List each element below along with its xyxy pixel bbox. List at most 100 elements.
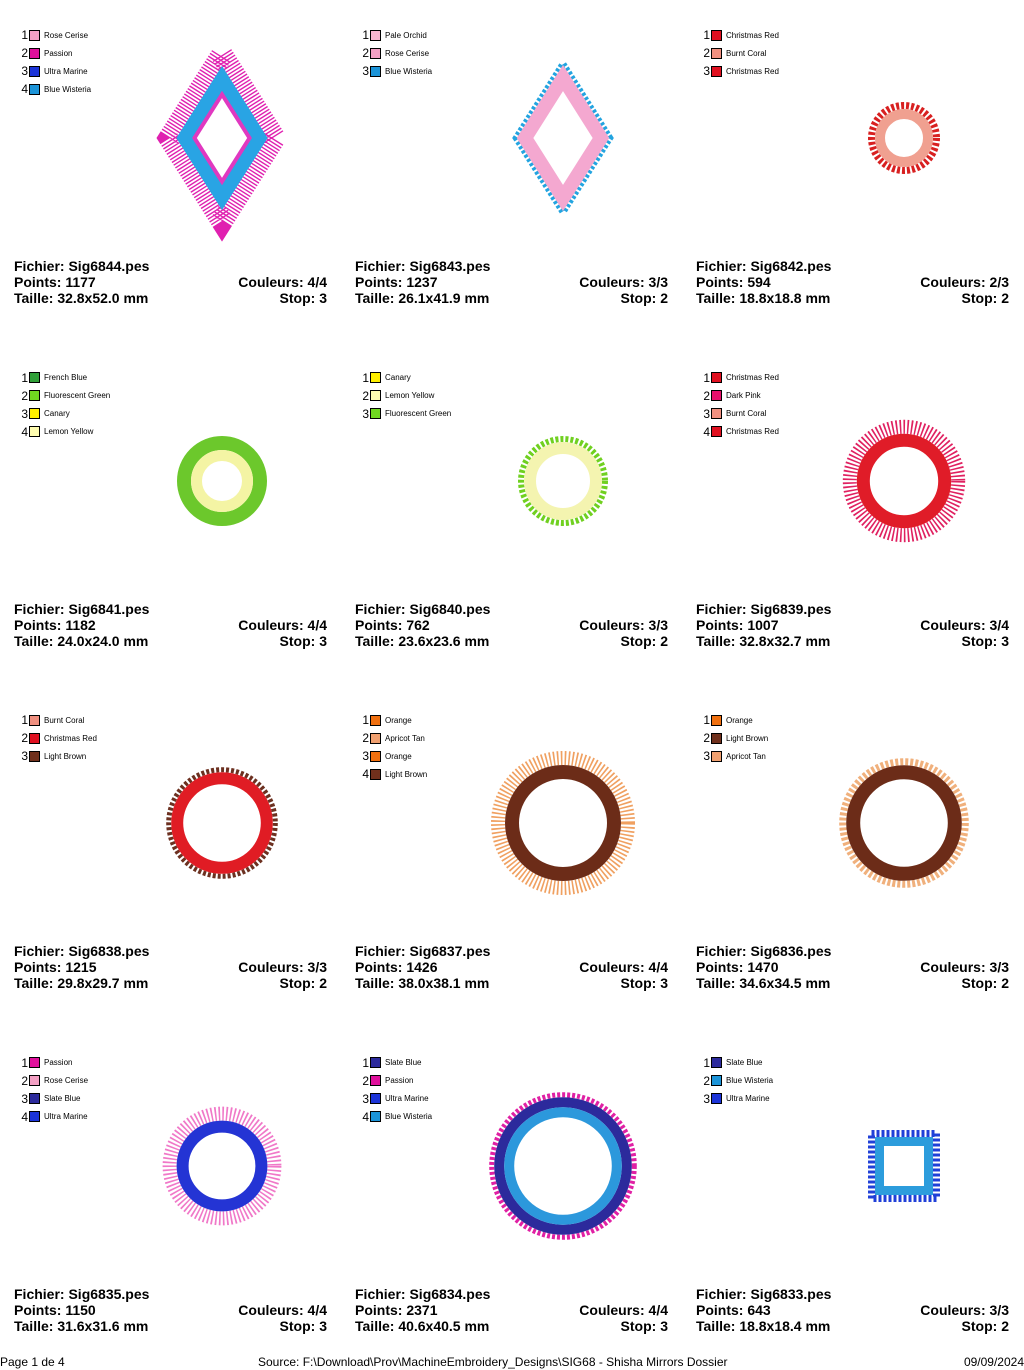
stitch-points-value: 2371 [406, 1301, 438, 1318]
info-line: Stop: 3 [280, 1318, 327, 1334]
thread-name: Dark Pink [726, 391, 761, 400]
info-line: Couleurs: 3/3 [238, 959, 327, 975]
legend-item: 1 Slate Blue [359, 1054, 432, 1072]
stitch-points-label: Points: [14, 616, 62, 633]
design-size-label: Taille: [14, 1317, 54, 1334]
satin-ring [875, 109, 933, 167]
design-info: Fichier: Sig6837.pes Points: 1426 Couleurs… [355, 919, 668, 991]
stop-count-label: Stop: [961, 632, 998, 649]
design-size-label: Taille: [14, 632, 54, 649]
info-line: Fichier: Sig6841.pes [14, 601, 149, 617]
thread-legend: 1 Christmas Red 2 Burnt Coral 3 Christmas Red [700, 26, 779, 80]
design-size-value: 24.0x24.0 mm [57, 632, 149, 649]
legend-item: 1 Christmas Red [700, 26, 779, 44]
design-card: 1 French Blue 2 Fluorescent Green 3 Canary 4 Le… [0, 343, 341, 685]
design-info: Fichier: Sig6835.pes Points: 1150 Couleurs… [14, 1262, 327, 1334]
info-line: Points: 1237 [355, 274, 438, 290]
color-swatch [711, 372, 722, 383]
design-preview [491, 751, 635, 895]
stitch-points: Points: 2371 [355, 1302, 438, 1318]
design-size-label: Taille: [355, 290, 395, 306]
thread-legend: 1 Passion 2 Rose Cerise 3 Slate Blue 4 Ultra Ma… [18, 1054, 88, 1126]
satin-ring [505, 765, 621, 881]
design-size-label: Taille: [14, 975, 54, 991]
stop-count: Stop: 3 [621, 975, 668, 991]
stop-count: Stop: 2 [962, 975, 1009, 991]
legend-index: 2 [362, 731, 369, 745]
stitch-points: Points: 1182 [14, 617, 96, 633]
color-count: Couleurs: 3/3 [238, 959, 327, 975]
design-size: Taille: 31.6x31.6 mm [14, 1318, 148, 1334]
info-line: Fichier: Sig6838.pes [14, 943, 149, 959]
stop-count-value: 3 [660, 975, 668, 991]
file-name-value: Sig6842.pes [750, 258, 832, 274]
info-line: Couleurs: 4/4 [238, 1302, 327, 1318]
stop-count-label: Stop: [961, 975, 998, 991]
thread-name: Canary [385, 373, 411, 382]
thread-name: Canary [44, 409, 70, 418]
legend-index: 1 [21, 28, 28, 42]
thread-name: Slate Blue [385, 1058, 422, 1067]
color-swatch [711, 714, 722, 726]
stitch-points-label: Points: [14, 274, 62, 290]
info-line: Fichier: Sig6836.pes [696, 943, 831, 959]
file-name: Fichier: Sig6834.pes [355, 1286, 490, 1302]
file-name: Fichier: Sig6836.pes [696, 943, 831, 959]
stop-count: Stop: 2 [621, 633, 668, 649]
legend-index: 4 [21, 1109, 28, 1124]
color-count-value: 4/4 [307, 616, 327, 633]
legend-index: 2 [21, 388, 28, 403]
thread-legend: 1 Pale Orchid 2 Rose Cerise 3 Blue Wisteria [359, 26, 432, 80]
design-size: Taille: 40.6x40.5 mm [355, 1318, 489, 1334]
ray-outline [156, 34, 288, 242]
thread-name: Burnt Coral [726, 409, 767, 418]
info-line: Fichier: Sig6839.pes [696, 601, 831, 617]
color-swatch [29, 1057, 40, 1068]
file-name: Fichier: Sig6837.pes [355, 943, 490, 959]
stitch-points-label: Points: [14, 959, 62, 975]
design-info: Fichier: Sig6840.pes Points: 762 Couleurs:… [355, 577, 668, 649]
color-count-value: 3/3 [989, 959, 1009, 975]
file-name-value: Sig6835.pes [68, 1285, 150, 1302]
design-size-label: Taille: [14, 290, 54, 306]
stop-count-value: 3 [660, 1317, 668, 1334]
info-line: Taille: 23.6x23.6 mm [355, 633, 489, 649]
legend-item: 3 Burnt Coral [700, 405, 779, 423]
thread-name: Slate Blue [726, 1058, 763, 1067]
legend-item: 2 Light Brown [700, 729, 768, 747]
design-info: Fichier: Sig6842.pes Points: 594 Couleurs:… [696, 234, 1009, 306]
color-count: Couleurs: 2/3 [920, 274, 1009, 290]
satin-ring [176, 1120, 268, 1211]
design-card: 1 Burnt Coral 2 Christmas Red 3 Light Brown Fi… [0, 685, 341, 1027]
info-line: Fichier: Sig6833.pes [696, 1286, 831, 1302]
color-count-label: Couleurs: [238, 1301, 304, 1318]
legend-item: 4 Blue Wisteria [359, 1108, 432, 1126]
design-preview [868, 1129, 940, 1202]
color-count-label: Couleurs: [579, 959, 645, 975]
thread-name: Rose Cerise [44, 30, 89, 40]
info-line: Points: 762 [355, 617, 430, 633]
thread-name: Lemon Yellow [385, 391, 435, 400]
file-name: Fichier: Sig6839.pes [696, 601, 831, 617]
thread-name: Light Brown [44, 751, 87, 761]
stitch-points-value: 1215 [65, 959, 97, 975]
design-info: Fichier: Sig6843.pes Points: 1237 Couleurs… [355, 234, 668, 306]
color-count: Couleurs: 3/3 [920, 1302, 1009, 1318]
stitch-points-label: Points: [355, 274, 403, 290]
stitch-points: Points: 594 [696, 274, 771, 290]
thread-name: Blue Wisteria [385, 66, 433, 76]
info-line: Couleurs: 4/4 [579, 1302, 668, 1318]
stop-count-label: Stop: [961, 290, 998, 306]
legend-index: 2 [703, 388, 710, 403]
legend-item: 2 Passion [359, 1072, 432, 1090]
design-size-label: Taille: [696, 290, 736, 306]
design-info: Fichier: Sig6844.pes Points: 1177 Couleurs… [14, 234, 327, 306]
legend-item: 4 Lemon Yellow [18, 423, 110, 441]
design-info: Fichier: Sig6836.pes Points: 1470 Couleurs… [696, 919, 1009, 991]
stop-count-value: 3 [319, 290, 327, 306]
color-swatch [29, 390, 40, 401]
design-card: 1 Slate Blue 2 Passion 3 Ultra Marine 4 Blue Wi… [341, 1028, 682, 1370]
legend-index: 3 [362, 64, 369, 78]
file-name: Fichier: Sig6840.pes [355, 601, 490, 617]
info-line: Points: 1177 [14, 274, 96, 290]
